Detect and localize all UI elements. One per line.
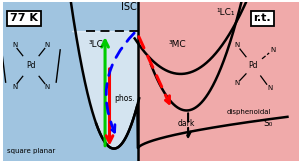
Text: N: N: [45, 42, 50, 48]
Text: N: N: [234, 42, 240, 48]
Text: N: N: [12, 42, 17, 48]
Text: N: N: [45, 84, 50, 90]
Text: disphenoidal: disphenoidal: [226, 109, 271, 115]
Text: 77 K: 77 K: [10, 13, 38, 23]
Text: N: N: [12, 84, 17, 90]
Text: ISC: ISC: [121, 2, 137, 12]
Polygon shape: [3, 2, 138, 161]
Text: r.t.: r.t.: [253, 13, 271, 23]
Text: phos.: phos.: [114, 94, 135, 103]
Text: ¹LC₁: ¹LC₁: [216, 8, 235, 17]
Text: ³MC: ³MC: [169, 40, 186, 49]
Text: S₀: S₀: [264, 119, 273, 128]
Text: dark: dark: [178, 119, 195, 128]
Text: N: N: [267, 85, 272, 91]
Text: square planar: square planar: [7, 148, 55, 154]
Text: N: N: [234, 81, 240, 87]
Polygon shape: [138, 2, 299, 161]
Text: Pd: Pd: [26, 62, 36, 70]
Text: ³LC: ³LC: [89, 40, 104, 49]
Text: N: N: [270, 47, 275, 53]
Text: Pd: Pd: [249, 62, 258, 70]
